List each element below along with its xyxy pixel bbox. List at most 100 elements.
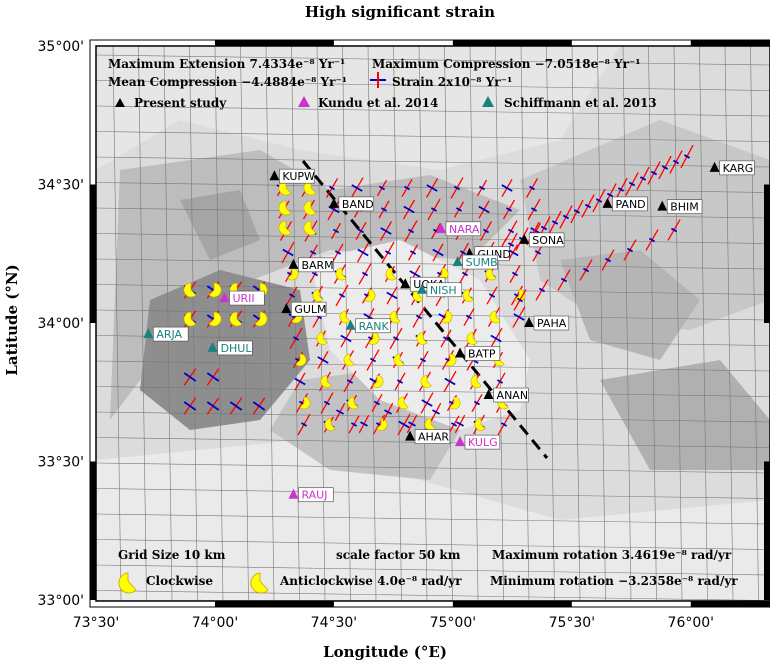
grid-parallel xyxy=(96,335,770,346)
frame-segment-bottom xyxy=(452,601,572,607)
strain-cross xyxy=(454,414,466,434)
station-kulg: KULG xyxy=(455,434,501,450)
strain-cross xyxy=(636,166,650,191)
strain-cross xyxy=(320,392,334,414)
rotation-wedge xyxy=(324,418,336,431)
strain-cross xyxy=(289,327,303,350)
rotation-wedge xyxy=(183,282,197,298)
station-band: BAND xyxy=(328,196,375,212)
strain-cross xyxy=(281,241,295,264)
station-marker xyxy=(455,436,466,447)
grid-meridian xyxy=(520,46,530,601)
kundu-label: Kundu et al. 2014 xyxy=(318,96,438,110)
strain-cross xyxy=(325,178,339,198)
station-label: AHAR xyxy=(418,431,449,444)
x-tick-label: 76°00' xyxy=(668,615,714,631)
rotation-wedge xyxy=(183,311,197,327)
strain-cross xyxy=(427,198,441,221)
map-frame xyxy=(89,39,770,608)
rotation-wedge xyxy=(303,200,317,216)
rotation-wedge xyxy=(312,289,324,302)
strain-cross xyxy=(570,199,584,224)
strain-cross xyxy=(625,172,639,196)
rotation-wedge xyxy=(462,289,474,302)
strain-cross xyxy=(382,402,394,422)
station-layer: KUPWBANDBARMGULMUOKAGUNDSONABATPPAHAANAN… xyxy=(143,160,755,503)
strain-cross xyxy=(448,415,460,434)
station-kupw: KUPW xyxy=(269,168,315,184)
strain-cross xyxy=(489,327,503,350)
strain-cross xyxy=(350,177,364,199)
strain-cross xyxy=(330,222,342,240)
strain-cross xyxy=(340,329,352,348)
grid-meridian xyxy=(648,46,657,601)
strain-cross xyxy=(355,222,367,240)
strain-cross xyxy=(497,413,511,436)
strain-cross xyxy=(394,372,406,391)
station-marker xyxy=(523,317,534,327)
scale-factor-label: scale factor 50 km xyxy=(336,548,461,562)
strain-cross xyxy=(601,249,615,271)
station-label-box xyxy=(414,429,451,444)
grid-meridian xyxy=(673,46,683,601)
strain-cross xyxy=(378,200,390,219)
rotation-wedge xyxy=(393,353,405,367)
strain-cross xyxy=(332,243,344,262)
station-marker xyxy=(435,222,446,233)
station-label: NARA xyxy=(449,223,480,236)
rotation-wedge xyxy=(278,200,292,216)
strain-cross xyxy=(456,242,470,263)
rotation-wedge xyxy=(320,375,332,388)
strain-cross xyxy=(501,179,513,197)
terrain xyxy=(96,46,770,601)
station-label: SUMB xyxy=(466,256,498,269)
max-extension-label: Maximum Extension 7.4334e⁻⁸ Yr⁻¹ xyxy=(108,57,345,71)
strain-cross xyxy=(486,286,498,305)
rotation-wedge xyxy=(303,220,317,236)
frame-segment-bottom xyxy=(214,601,334,607)
station-label-box xyxy=(462,254,498,270)
y-tick-label: 33°30' xyxy=(38,455,84,471)
strain-cross xyxy=(401,179,413,197)
grid-parallel xyxy=(96,207,770,219)
grid-parallel xyxy=(96,131,770,142)
station-label-box xyxy=(445,221,482,237)
station-ahar: AHAR xyxy=(405,429,451,444)
station-arja: ARJA xyxy=(143,326,189,342)
rotation-legend: Grid Size 10 km scale factor 50 km Maxim… xyxy=(118,548,738,594)
y-tick-labels: 35°00' 34°30' 34°00' 33°30' 33°00' xyxy=(38,39,84,609)
grid-meridian xyxy=(265,46,275,601)
station-label: URII xyxy=(232,292,254,305)
station-label-box xyxy=(426,282,463,298)
y-tick-label: 33°00' xyxy=(38,593,84,609)
strain-cross xyxy=(376,179,388,197)
station-marker xyxy=(483,389,494,400)
station-label: KULG xyxy=(468,436,498,449)
rotation-wedge xyxy=(254,311,268,327)
grid-parallel xyxy=(96,54,770,66)
strain-cross xyxy=(504,220,518,242)
strain-field xyxy=(183,144,694,436)
station-marker xyxy=(288,488,299,499)
station-marker xyxy=(219,292,230,303)
rotation-wedge xyxy=(416,332,428,345)
station-marker xyxy=(416,283,427,294)
station-marker xyxy=(207,341,218,352)
station-label: ARJA xyxy=(156,328,182,341)
strain-cross xyxy=(645,229,659,251)
grid-parallel xyxy=(96,539,770,550)
min-rotation-label: Minimum rotation −3.2358e⁻⁸ rad/yr xyxy=(490,574,738,588)
station-label: BAND xyxy=(342,198,374,211)
rotation-wedge xyxy=(420,375,432,388)
strain-cross xyxy=(667,219,681,241)
station-label-box xyxy=(298,487,334,503)
strain-cross xyxy=(430,402,442,422)
station-label-box xyxy=(153,326,189,342)
station-dhul: DHUL xyxy=(207,340,253,356)
strain-cross xyxy=(512,306,526,328)
grid-parallel xyxy=(96,80,770,91)
strain-cross xyxy=(381,241,395,264)
rotation-wedge xyxy=(347,396,359,410)
station-gulm: GULM xyxy=(281,301,327,317)
strain-cross xyxy=(206,368,220,386)
